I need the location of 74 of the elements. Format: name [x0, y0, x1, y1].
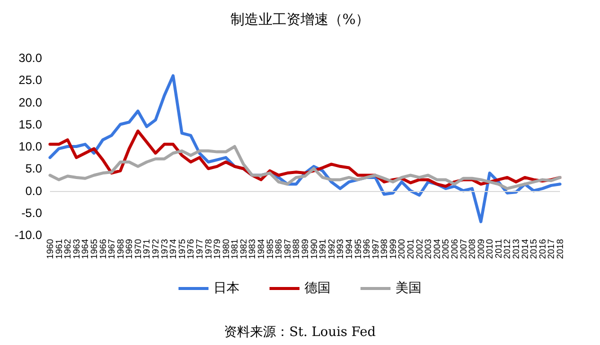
x-tick-label: 1977: [194, 239, 204, 260]
y-tick-label: 20.0: [18, 95, 42, 110]
x-tick-label: 1994: [344, 239, 354, 260]
x-tick-label: 1982: [238, 239, 248, 260]
x-tick-label: 1967: [106, 239, 117, 260]
x-tick-label: 1979: [212, 239, 222, 260]
x-tick-label: 2000: [396, 239, 407, 260]
x-tick-label: 2005: [440, 239, 451, 260]
legend-label: 德国: [304, 281, 330, 296]
x-tick-label: 2014: [520, 239, 530, 260]
x-tick-label: 1966: [98, 239, 108, 260]
x-tick-label: 2003: [423, 239, 434, 260]
chart-title: 制造业工资增速（%）: [230, 12, 370, 28]
x-tick-label: 1969: [124, 239, 134, 260]
x-tick-label: 2002: [414, 239, 424, 260]
x-tick-label: 2017: [546, 239, 556, 260]
line-series: [48, 145, 562, 190]
x-tick-label: 1993: [335, 239, 346, 260]
x-tick-label: 1963: [71, 239, 82, 260]
x-tick-label: 1984: [256, 239, 266, 260]
x-tick-label: 1976: [186, 239, 196, 260]
y-tick-label: 0.0: [25, 184, 42, 198]
x-tick-label: 2004: [432, 239, 442, 260]
x-tick-label: 1973: [159, 239, 170, 260]
x-tick-label: 2010: [484, 239, 495, 260]
x-tick-label: 1998: [379, 239, 390, 260]
x-tick-label: 1981: [230, 239, 240, 260]
y-tick-label: -10.0: [14, 228, 42, 242]
x-tick-label: 2007: [458, 239, 468, 260]
x-tick-label: 1995: [352, 239, 363, 260]
y-tick-label: 10.0: [18, 140, 42, 154]
x-tick-label: 1964: [80, 239, 90, 260]
x-tick-label: 1970: [132, 239, 143, 260]
x-tick-label: 1986: [274, 239, 284, 260]
x-tick-label: 1990: [308, 239, 319, 260]
x-tick-label: 2008: [467, 239, 478, 260]
x-tick-label: 1962: [62, 239, 73, 260]
y-tick-label: -5.0: [21, 206, 42, 220]
x-tick-label: 1989: [300, 239, 310, 260]
x-tick-label: 2006: [449, 239, 460, 260]
x-tick-label: 1999: [388, 239, 398, 260]
x-tick-label: 2013: [511, 239, 522, 260]
x-tick-label: 1968: [115, 239, 126, 260]
x-tick-label: 2001: [406, 239, 416, 260]
x-tick-label: 1985: [264, 239, 275, 260]
legend-label: 日本: [214, 281, 240, 296]
x-tick-label: 1987: [282, 239, 292, 260]
x-tick-label: 1978: [203, 239, 214, 260]
x-tick-label: 1972: [150, 239, 161, 260]
y-tick-label: 5.0: [25, 162, 42, 176]
x-tick-label: 1983: [247, 239, 258, 260]
x-tick-label: 1996: [362, 239, 372, 260]
x-tick-label: 1980: [220, 239, 231, 260]
y-tick-label: 15.0: [18, 117, 42, 132]
x-tick-label: 1961: [54, 239, 64, 260]
x-tick-label: 1991: [318, 239, 328, 260]
x-tick-label: 2016: [537, 239, 548, 260]
legend-label: 美国: [396, 280, 422, 296]
x-tick-label: 1960: [45, 239, 55, 260]
x-tick-label: 1975: [176, 239, 187, 260]
x-tick-label: 2011: [493, 239, 504, 258]
x-tick-label: 2015: [528, 239, 539, 260]
x-tick-label: 2018: [555, 239, 565, 260]
x-tick-label: 2009: [476, 239, 486, 260]
x-tick-label: 1971: [142, 239, 152, 260]
x-tick-label: 2012: [502, 239, 512, 260]
y-tick-label: 25.0: [18, 73, 42, 88]
x-tick-label: 1965: [88, 239, 99, 260]
x-tick-label: 1988: [291, 239, 302, 260]
x-tick-label: 1992: [326, 239, 336, 260]
x-tick-label: 1974: [168, 239, 178, 260]
y-tick-label: 30.0: [18, 51, 42, 65]
text: 资料来源：St. Louis Fed: [224, 325, 376, 340]
x-tick-label: 1997: [370, 239, 380, 260]
